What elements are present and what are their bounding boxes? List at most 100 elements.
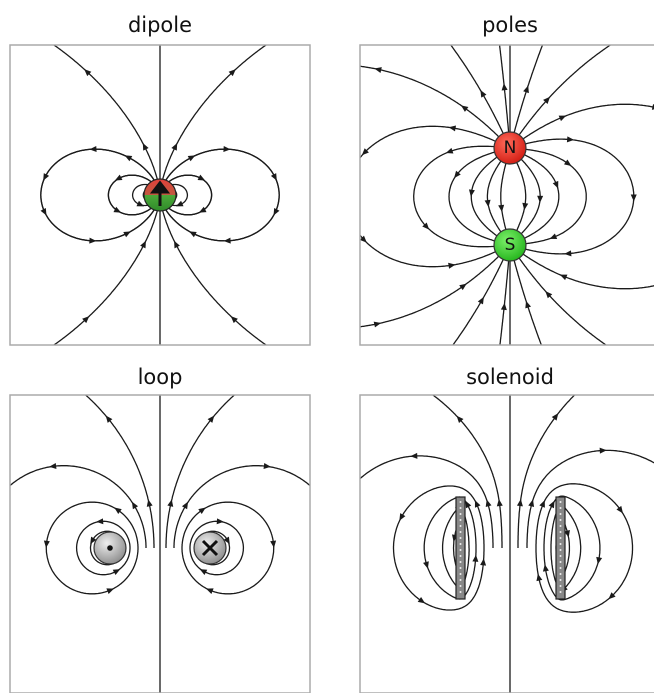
arrowhead [528, 499, 535, 507]
coil-dot [459, 585, 462, 587]
arrowhead [90, 536, 97, 545]
arrowhead [167, 499, 174, 507]
arrowhead [228, 69, 236, 77]
arrowhead [175, 200, 184, 207]
field-line [518, 257, 608, 345]
arrowhead [564, 250, 572, 257]
north-pole: N [493, 131, 527, 165]
coil-dot [559, 549, 562, 551]
coil-dot [459, 549, 462, 551]
field-line [524, 148, 587, 245]
arrowhead [599, 447, 607, 454]
coil-dot [559, 507, 562, 509]
field-line [486, 160, 503, 234]
field-line [40, 148, 160, 242]
coil-dot [459, 519, 462, 521]
field-line [165, 395, 236, 548]
field-line [526, 449, 654, 548]
field-line [500, 163, 507, 231]
wire-out [93, 531, 127, 565]
arrowhead [189, 231, 197, 238]
arrowhead [472, 554, 479, 562]
field-line [52, 200, 161, 345]
coil-dot [459, 591, 462, 593]
arrowhead [142, 143, 149, 151]
solenoid-coils [455, 496, 566, 600]
arrowhead [539, 500, 545, 508]
coil-dot [559, 531, 562, 533]
arrowhead [522, 202, 529, 211]
arrowhead [454, 170, 461, 179]
arrowhead [223, 536, 230, 545]
arrowhead [82, 316, 90, 324]
pole-label: S [505, 235, 516, 255]
arrowhead [559, 274, 568, 281]
arrowhead [536, 573, 543, 582]
field-line [107, 174, 160, 216]
arrowhead [113, 206, 122, 213]
field-line [452, 259, 504, 345]
arrowhead [545, 291, 553, 299]
arrowhead [480, 90, 487, 98]
arrowhead [84, 69, 92, 77]
field-line [160, 174, 213, 216]
arrowhead [273, 207, 280, 216]
arrowhead [423, 561, 429, 569]
arrowhead [448, 125, 457, 132]
field-line [515, 162, 527, 232]
field-line [159, 200, 268, 345]
arrowhead [456, 415, 464, 424]
field-line [52, 45, 161, 190]
arrowhead [373, 321, 382, 328]
arrowhead [498, 204, 505, 213]
arrowhead [501, 83, 508, 91]
arrowhead [223, 145, 231, 152]
panel-frame [9, 394, 311, 693]
panel-title: dipole [128, 13, 192, 37]
coil-dot [559, 579, 562, 581]
arrowhead [136, 200, 145, 207]
arrowhead [89, 145, 97, 152]
arrowhead [146, 499, 153, 507]
field-line [413, 145, 496, 248]
coil-dot [459, 573, 462, 575]
field-line [40, 148, 160, 242]
arrowhead [114, 507, 122, 515]
arrowhead [542, 564, 549, 572]
coil-dot [459, 507, 462, 509]
arrowhead [410, 452, 418, 459]
coil-dot [459, 579, 462, 581]
arrowhead [360, 235, 367, 243]
field-line [522, 103, 654, 140]
coil-dot [459, 561, 462, 563]
panel-frame [9, 44, 311, 346]
arrowhead [460, 105, 469, 112]
arrowhead [537, 195, 544, 203]
field-line [423, 496, 477, 600]
arrowhead [465, 500, 472, 509]
panel-title: solenoid [466, 365, 554, 389]
arrowhead [608, 592, 616, 600]
coil-dot [459, 513, 462, 515]
arrowhead [500, 302, 507, 311]
arrowhead [216, 518, 224, 525]
arrowhead [198, 507, 206, 515]
field-line [519, 158, 541, 236]
coil-dot [559, 525, 562, 527]
field-line [360, 125, 496, 159]
arrowhead [485, 499, 492, 508]
arrowhead [49, 463, 57, 469]
arrowhead [523, 85, 529, 94]
arrowhead [551, 413, 559, 421]
arrowhead [459, 283, 467, 291]
arrowhead [181, 501, 189, 510]
panel-title: poles [482, 13, 538, 37]
field-lines [10, 395, 310, 693]
arrowhead [198, 206, 207, 213]
arrowhead [96, 518, 104, 525]
arrowhead [263, 463, 271, 469]
field-lines [360, 45, 654, 345]
arrowhead [112, 569, 121, 576]
coil-dot [559, 519, 562, 521]
